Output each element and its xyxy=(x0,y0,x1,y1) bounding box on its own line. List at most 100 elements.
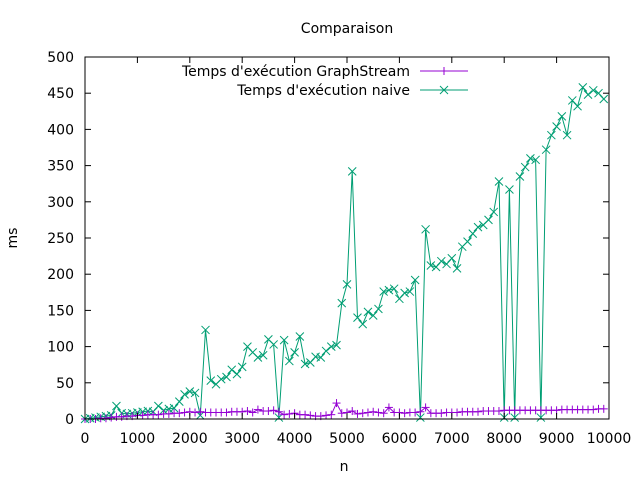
legend: Temps d'exécution GraphStream Temps d'ex… xyxy=(181,64,468,99)
data-point xyxy=(327,410,336,419)
data-point xyxy=(599,94,609,104)
data-point xyxy=(520,162,530,172)
data-point xyxy=(222,408,231,417)
data-point xyxy=(164,409,173,418)
data-point xyxy=(384,285,394,295)
data-point xyxy=(154,410,163,419)
data-point xyxy=(326,342,336,351)
data-point xyxy=(264,407,273,416)
y-tick-label: 50 xyxy=(56,376,74,392)
data-point xyxy=(253,405,262,414)
data-point xyxy=(243,407,252,416)
data-point xyxy=(274,407,283,416)
data-point xyxy=(190,388,200,398)
data-point xyxy=(216,374,226,384)
data-point xyxy=(436,256,446,266)
data-point xyxy=(531,155,540,165)
data-point xyxy=(101,414,110,423)
data-point xyxy=(421,403,430,412)
data-point xyxy=(353,313,362,322)
data-point xyxy=(369,407,378,416)
data-point xyxy=(174,397,184,406)
data-point xyxy=(474,407,482,416)
data-point xyxy=(138,411,147,420)
data-point xyxy=(222,372,231,382)
data-point xyxy=(515,172,525,181)
data-point xyxy=(494,177,504,186)
data-point xyxy=(494,407,503,416)
y-tick-label: 450 xyxy=(47,86,74,102)
data-point xyxy=(285,409,294,418)
data-point xyxy=(180,390,189,399)
x-tick-label: 9000 xyxy=(539,431,575,447)
data-point xyxy=(348,407,357,416)
data-point xyxy=(379,287,389,296)
x-tick-label: 0 xyxy=(81,431,90,447)
data-point xyxy=(578,83,588,92)
data-point xyxy=(400,288,409,298)
x-tick-label: 8000 xyxy=(486,431,522,447)
data-point xyxy=(337,298,347,308)
x-tick-label: 5000 xyxy=(329,431,365,447)
data-point xyxy=(547,130,556,140)
data-point xyxy=(374,408,383,417)
x-axis-label: n xyxy=(340,459,349,475)
data-point xyxy=(463,237,472,246)
data-point xyxy=(358,409,367,418)
data-point xyxy=(468,229,478,239)
data-point xyxy=(437,409,446,418)
x-tick-label: 2000 xyxy=(172,431,208,447)
data-point xyxy=(368,311,378,320)
data-point xyxy=(285,356,294,366)
data-point xyxy=(347,167,357,176)
data-point xyxy=(306,411,315,420)
data-point xyxy=(452,264,462,273)
data-point xyxy=(232,369,242,379)
data-point xyxy=(589,405,598,414)
data-point xyxy=(583,90,593,100)
data-point xyxy=(363,307,373,317)
data-point xyxy=(322,411,331,420)
data-point xyxy=(332,399,341,408)
data-point xyxy=(196,407,205,416)
y-tick-label: 500 xyxy=(47,50,74,66)
data-point xyxy=(505,185,514,194)
data-point xyxy=(405,287,415,296)
data-point xyxy=(154,401,163,411)
data-point xyxy=(342,279,352,289)
y-tick-label: 300 xyxy=(47,195,74,211)
data-point xyxy=(107,413,116,422)
y-tick-label: 200 xyxy=(47,267,74,283)
series-naive xyxy=(80,83,609,424)
data-point xyxy=(489,207,499,217)
y-tick-label: 250 xyxy=(47,231,74,247)
data-point xyxy=(440,67,448,75)
data-point xyxy=(588,85,598,95)
legend-label-naive: Temps d'exécution naive xyxy=(236,83,410,99)
data-point xyxy=(410,275,420,285)
data-point xyxy=(269,406,278,415)
x-tick-label: 10000 xyxy=(587,431,632,447)
data-point xyxy=(248,408,257,417)
x-tick-label: 1000 xyxy=(120,431,156,447)
data-point xyxy=(400,409,409,418)
data-point xyxy=(175,409,184,418)
data-point xyxy=(363,408,372,417)
data-point xyxy=(421,224,430,234)
data-point xyxy=(185,387,195,396)
x-tick-label: 4000 xyxy=(277,431,313,447)
data-point xyxy=(453,408,462,417)
data-point xyxy=(384,403,393,412)
data-point xyxy=(526,154,535,163)
data-point xyxy=(416,407,425,416)
y-tick-label: 350 xyxy=(47,159,74,175)
data-point xyxy=(484,215,493,225)
data-point xyxy=(389,284,399,294)
data-point xyxy=(557,112,567,121)
series-graphstream xyxy=(81,399,608,423)
data-point xyxy=(290,348,299,357)
y-tick-label: 0 xyxy=(65,412,74,428)
data-point xyxy=(112,401,121,411)
data-point xyxy=(447,253,457,263)
x-tick-label: 6000 xyxy=(382,431,418,447)
